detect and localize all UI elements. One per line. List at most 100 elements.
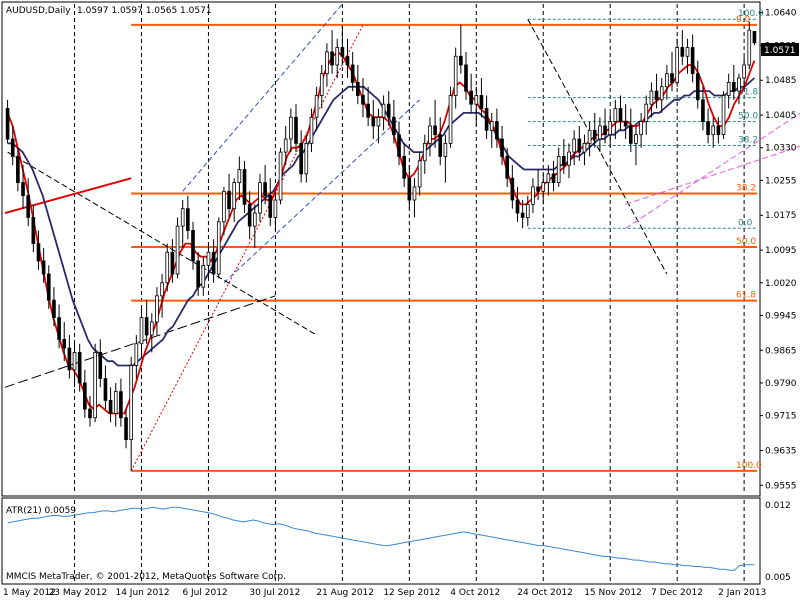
candle-body bbox=[41, 260, 46, 275]
candle-body bbox=[366, 103, 370, 118]
candle-body bbox=[263, 182, 267, 197]
candle-body bbox=[392, 116, 396, 136]
candle-body bbox=[170, 251, 175, 275]
candle-body bbox=[186, 208, 190, 231]
candle-body bbox=[319, 73, 324, 96]
candle-body bbox=[603, 125, 607, 136]
fib-level-label: 0.0 bbox=[736, 15, 751, 25]
candle-body bbox=[412, 186, 417, 201]
candle-body bbox=[443, 142, 448, 157]
candle-body bbox=[402, 156, 406, 179]
candle-body bbox=[448, 95, 453, 144]
main-panel-frame bbox=[1, 1, 761, 497]
atr-label: ATR(21) 0.0059 bbox=[6, 506, 76, 516]
candle-body bbox=[417, 160, 422, 188]
candle-body bbox=[330, 51, 334, 66]
fib-inner-level-label: 100.0 bbox=[738, 9, 764, 19]
y-tick-label: 0.9555 bbox=[765, 481, 797, 491]
candle-body bbox=[489, 121, 494, 131]
trend-line bbox=[7, 151, 317, 336]
candle-body bbox=[628, 125, 633, 144]
candle-body bbox=[726, 82, 731, 96]
candle-body bbox=[139, 317, 144, 345]
channel-line bbox=[182, 3, 343, 192]
candle-body bbox=[247, 203, 252, 227]
y-tick-label: 1.0485 bbox=[765, 76, 797, 86]
candle-body bbox=[10, 138, 15, 157]
candle-body bbox=[695, 73, 700, 101]
candle-body bbox=[242, 169, 247, 205]
candle-body bbox=[361, 95, 365, 105]
candle-body bbox=[196, 260, 200, 288]
fib-level-label: 100.0 bbox=[736, 461, 762, 471]
candle-body bbox=[659, 86, 664, 101]
candle-body bbox=[325, 51, 329, 75]
candle-body bbox=[232, 182, 237, 210]
candle-body bbox=[144, 317, 149, 336]
candle-body bbox=[520, 212, 525, 218]
candle-body bbox=[273, 199, 278, 218]
candle-body bbox=[433, 125, 437, 136]
candle-body bbox=[386, 103, 391, 118]
candle-body bbox=[474, 95, 479, 105]
candle-body bbox=[649, 90, 654, 105]
candle-body bbox=[67, 347, 72, 371]
candle-body bbox=[175, 225, 180, 275]
candle-body bbox=[562, 156, 566, 166]
y-tick-label: 1.0405 bbox=[765, 111, 797, 121]
trend-line-red bbox=[4, 177, 132, 215]
candle-body bbox=[36, 243, 41, 262]
candle-body bbox=[77, 352, 82, 384]
y-tick-label: 0.9865 bbox=[765, 346, 797, 356]
candle-body bbox=[72, 352, 77, 371]
candle-body bbox=[124, 417, 128, 440]
candle-body bbox=[464, 64, 468, 92]
candle-body bbox=[160, 282, 164, 297]
candle-body bbox=[644, 103, 649, 123]
candle-body bbox=[258, 182, 262, 214]
candle-body bbox=[304, 142, 309, 175]
candle-body bbox=[732, 82, 736, 92]
candle-body bbox=[479, 95, 484, 109]
fib-level-label: 61.8 bbox=[736, 291, 756, 301]
candle-body bbox=[484, 108, 489, 131]
copyright-label: MMCIS MetaTrader, © 2001-2012, MetaQuote… bbox=[6, 572, 286, 582]
candle-body bbox=[582, 142, 587, 153]
fib-inner-level-label: 0.0 bbox=[738, 218, 753, 228]
candle-body bbox=[670, 73, 674, 83]
candle-body bbox=[108, 399, 113, 414]
pink-channel-line bbox=[625, 112, 800, 229]
candle-body bbox=[495, 121, 499, 140]
y-tick-label: 1.0020 bbox=[765, 279, 797, 289]
candle-body bbox=[536, 186, 540, 192]
candle-body bbox=[299, 142, 303, 175]
candle-body bbox=[309, 116, 314, 144]
candle-body bbox=[546, 173, 551, 183]
candle-body bbox=[706, 121, 710, 136]
x-tick-label: 12 Sep 2012 bbox=[383, 588, 440, 598]
candle-body bbox=[62, 338, 67, 349]
candle-body bbox=[598, 125, 602, 140]
candle-body bbox=[567, 151, 571, 166]
candle-body bbox=[608, 121, 613, 136]
candle-body bbox=[737, 77, 741, 92]
fib-inner-level-label: 38.2 bbox=[738, 136, 758, 146]
candle-body bbox=[525, 203, 530, 218]
candle-body bbox=[505, 156, 510, 179]
candle-body bbox=[57, 317, 61, 340]
candle-body bbox=[665, 73, 669, 88]
x-tick-label: 21 Aug 2012 bbox=[316, 588, 374, 598]
candle-body bbox=[237, 169, 242, 183]
candle-body bbox=[165, 251, 170, 284]
candle-body bbox=[618, 108, 623, 122]
candle-body bbox=[5, 108, 10, 140]
candle-body bbox=[716, 125, 721, 136]
candle-body bbox=[83, 382, 87, 410]
candle-body bbox=[613, 108, 618, 122]
candle-body bbox=[587, 129, 592, 144]
candle-body bbox=[340, 47, 345, 57]
x-tick-label: 23 May 2012 bbox=[49, 588, 108, 598]
x-tick-label: 4 Oct 2012 bbox=[450, 588, 500, 598]
candle-body bbox=[335, 47, 340, 66]
